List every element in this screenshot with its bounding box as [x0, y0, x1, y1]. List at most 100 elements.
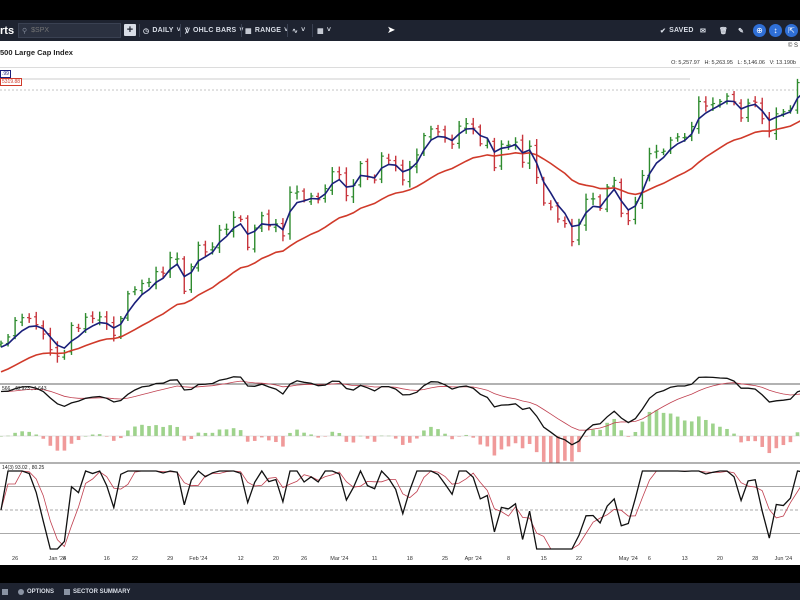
ohlc-bar: [520, 134, 525, 168]
macd-histogram-bar: [689, 421, 694, 436]
macd-histogram-bar: [584, 436, 588, 437]
price-tag: .99: [0, 70, 11, 78]
ohlc-readout: O: 5,257.97 H: 5,263.95 L: 5,146.06 V: 1…: [671, 60, 796, 66]
comment-icon[interactable]: ✉: [700, 27, 707, 35]
saved-button[interactable]: ✔ SAVED: [660, 20, 694, 41]
pencil-icon[interactable]: ✎: [738, 27, 745, 35]
chart-type-button[interactable]: ℣ OHLC BARS ˅: [185, 20, 244, 41]
ohlc-bar: [590, 192, 596, 206]
ohlc-bar: [19, 313, 25, 327]
ohlc-bar: [160, 266, 166, 279]
period-label: DAILY: [152, 27, 174, 34]
ohlc-bar: [90, 311, 95, 324]
macd-histogram-bar: [570, 436, 574, 462]
x-tick-label: 22: [576, 556, 582, 562]
top-black-bar: [0, 0, 800, 20]
ohlc-bar: [153, 266, 159, 290]
macd-histogram-bar: [295, 429, 299, 436]
macd-histogram-bar: [520, 436, 525, 449]
chevron-down-icon: ˅: [301, 27, 306, 34]
ohlc-bar: [196, 241, 201, 272]
macd-histogram-bar: [577, 436, 581, 453]
macd-histogram-bar: [605, 422, 609, 436]
chart-svg: 26 Jan '248 16 22 29 Feb '24 12 20 26 Mar '24 11 18…: [0, 78, 800, 562]
ohlc-bar: [626, 209, 631, 226]
macd-histogram-bar: [675, 416, 680, 436]
macd-histogram-bar: [83, 435, 88, 437]
chart-area[interactable]: 26 Jan '24 8 16 22 29 Feb '24 12 20 26 Mar '24 11 18…: [0, 68, 800, 565]
macd-histogram-bar: [344, 436, 349, 442]
macd-histogram-bar: [506, 436, 511, 447]
macd-histogram-bar: [231, 428, 236, 436]
macd-histogram-bar: [330, 431, 335, 436]
macd-histogram-bar: [598, 429, 602, 436]
ohlc-bar: [203, 240, 208, 257]
x-tick-label: 20: [273, 556, 279, 562]
x-tick-label: Feb '24: [189, 556, 207, 562]
sector-summary-button[interactable]: SECTOR SUMMARY: [64, 588, 130, 595]
macd-histogram-bar: [795, 432, 800, 436]
plus-icon[interactable]: +: [124, 24, 136, 36]
macd-histogram-bar: [563, 436, 567, 461]
crosshair-icon[interactable]: ⊕: [753, 24, 766, 37]
grid-icon: ▦: [317, 27, 324, 35]
expand-icon[interactable]: ⇱: [785, 24, 798, 37]
ohlc-bar: [125, 290, 131, 322]
macd-histogram-bar: [485, 436, 490, 447]
macd-histogram-bar: [302, 432, 306, 436]
macd-histogram-bar: [471, 436, 476, 438]
options-button[interactable]: OPTIONS: [18, 588, 54, 595]
macd-histogram-bar: [119, 436, 123, 439]
ohlc-bar: [231, 211, 236, 238]
stochastic-panel: [0, 469, 800, 550]
ohlc-bar: [12, 317, 18, 340]
x-tick-label: 26: [12, 556, 18, 562]
macd-histogram-bar: [27, 431, 31, 436]
macd-histogram-bar: [443, 433, 447, 436]
macd-histogram-bar: [556, 436, 560, 464]
trash-icon[interactable]: 🗑: [719, 27, 729, 35]
macd-histogram-bar: [126, 430, 130, 436]
open-value: O: 5,257.97: [671, 60, 700, 66]
period-button[interactable]: ◷ DAILY ˅: [143, 20, 181, 41]
ohlc-bar: [337, 166, 342, 180]
macd-histogram-bar: [182, 436, 187, 441]
ohlc-bar: [449, 134, 455, 149]
macd-histogram-bar: [309, 434, 313, 436]
macd-histogram-bar: [591, 429, 595, 436]
macd-histogram-bar: [492, 436, 497, 456]
x-tick-label: 8: [63, 556, 66, 562]
ohlc-bar: [217, 224, 222, 253]
ema-short-line: [0, 94, 800, 350]
search-input[interactable]: [31, 27, 112, 34]
macd-panel: [0, 376, 800, 464]
range-button[interactable]: ▦ RANGE ˅: [245, 20, 288, 41]
ohlc-bar: [767, 112, 772, 138]
macd-histogram-bar: [781, 436, 786, 446]
macd-histogram-bar: [104, 436, 109, 437]
macd-histogram-bar: [429, 426, 433, 436]
ohlc-bar: [407, 160, 413, 188]
macd-histogram-bar: [48, 436, 53, 446]
ohlc-bar: [104, 311, 109, 330]
macd-histogram-bar: [168, 425, 172, 436]
ohlc-bar: [245, 215, 250, 251]
macd-histogram-bar: [647, 411, 652, 436]
index-title: 500 Large Cap Index: [0, 48, 73, 57]
ohlc-bar: [167, 251, 173, 278]
indicators-button[interactable]: ∿ ˅: [292, 20, 305, 41]
x-tick-label: 15: [541, 556, 547, 562]
brand-title: rts: [0, 24, 15, 37]
macd-histogram-bar: [732, 433, 736, 436]
ma-tag: 5319.88: [0, 78, 23, 86]
macd-histogram-bar: [281, 436, 285, 447]
ohlc-bar: [745, 98, 751, 122]
arrows-icon[interactable]: ↕: [769, 24, 782, 37]
status-item-first[interactable]: [2, 588, 8, 595]
layout-button[interactable]: ▦ ˅: [317, 20, 331, 41]
macd-histogram-bar: [217, 429, 222, 436]
macd-histogram-bar: [372, 436, 377, 442]
symbol-search[interactable]: ⚲: [18, 23, 121, 38]
macd-histogram-bar: [534, 436, 539, 453]
macd-histogram-bar: [527, 436, 532, 445]
